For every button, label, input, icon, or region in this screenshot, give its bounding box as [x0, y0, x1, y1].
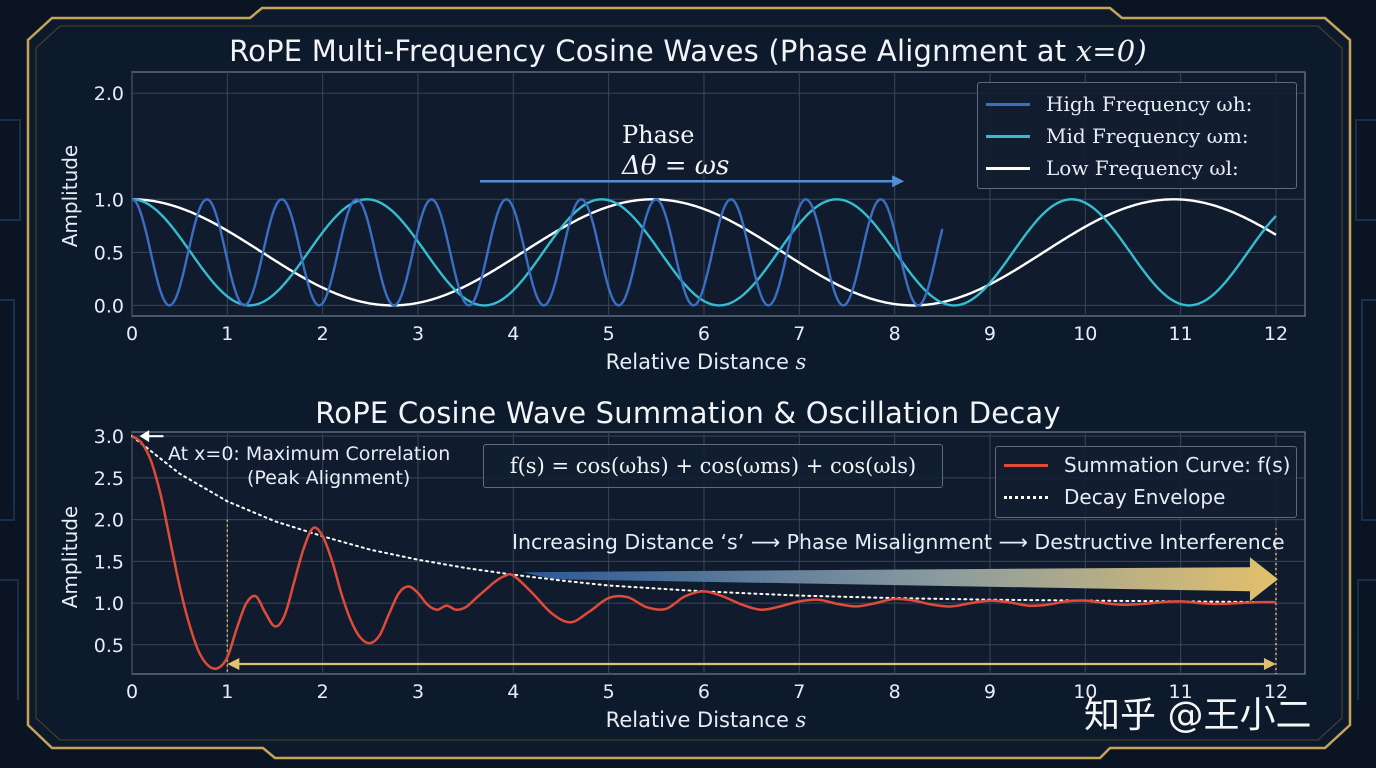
peak-note-line1: At x=0: Maximum Correlation	[168, 443, 451, 465]
top-y-tick-label: 0.0	[94, 295, 124, 317]
peak-arrow-head	[139, 430, 150, 443]
bottom-x-tick-label: 6	[698, 681, 710, 703]
phase-label: Phase	[622, 121, 695, 149]
legend-swatch-summation	[1004, 463, 1048, 467]
legend-swatch-high	[986, 102, 1030, 106]
top-x-tick-label: 3	[412, 323, 424, 345]
peak-note-line2: (Peak Alignment)	[247, 467, 411, 489]
top-series-low	[132, 198, 1277, 307]
bottom-x-axis-label: Relative Distance s	[605, 708, 807, 732]
top-chart-series	[131, 198, 1277, 307]
bottom-x-tick-label: 8	[889, 681, 901, 703]
bottom-x-tick-label: 1	[221, 681, 233, 703]
legend-label-mid: Mid Frequency ωm:	[1046, 124, 1249, 148]
range-arrow-head-right	[1263, 657, 1276, 670]
legend-swatch-envelope	[1004, 495, 1048, 499]
top-y-axis-label: Amplitude	[58, 144, 82, 248]
bottom-x-tick-label: 11	[1169, 681, 1193, 703]
top-legend: High Frequency ωh: Mid Frequency ωm: Low…	[977, 82, 1297, 189]
bottom-x-tick-label: 3	[412, 681, 424, 703]
top-y-tick-label: 1.0	[94, 189, 124, 211]
top-chart-annotation	[479, 175, 905, 188]
interference-gradient-arrow	[522, 557, 1278, 602]
watermark: 知乎 @王小二	[1084, 695, 1312, 736]
bottom-x-tick-label: 0	[126, 681, 138, 703]
legend-label-low: Low Frequency ωl:	[1046, 156, 1239, 180]
top-x-tick-label: 9	[984, 323, 996, 345]
summation-curve-line	[131, 435, 1277, 670]
top-x-tick-label: 1	[221, 323, 233, 345]
gold-frame-inner	[35, 25, 1343, 741]
top-chart-title: RoPE Multi-Frequency Cosine Waves (Phase…	[229, 34, 1147, 68]
bottom-x-tick-label: 9	[984, 681, 996, 703]
bottom-legend: Summation Curve: f(s) Decay Envelope	[995, 446, 1297, 518]
bottom-chart-title: RoPE Cosine Wave Summation & Oscillation…	[315, 396, 1061, 430]
legend-label-high: High Frequency ωh:	[1046, 92, 1253, 116]
top-x-axis-label: Relative Distance s	[605, 350, 807, 374]
bottom-y-tick-label: 2.5	[94, 468, 124, 490]
bottom-y-tick-label: 1.0	[94, 593, 124, 615]
bottom-y-tick-label: 0.5	[94, 635, 124, 657]
bottom-x-tick-label: 2	[317, 681, 329, 703]
top-x-tick-label: 7	[793, 323, 805, 345]
top-series-high	[131, 198, 944, 307]
top-x-tick-label: 10	[1073, 323, 1097, 345]
legend-label-envelope: Decay Envelope	[1064, 485, 1226, 509]
top-y-tick-label: 0.5	[94, 242, 124, 264]
legend-item-high: High Frequency ωh:	[986, 92, 1252, 116]
summation-formula: f(s) = cos(ωhs) + cos(ωms) + cos(ωls)	[483, 444, 943, 488]
bottom-x-tick-label: 10	[1073, 681, 1097, 703]
top-x-tick-label: 8	[889, 323, 901, 345]
decay-envelope-line	[131, 435, 1277, 604]
legend-swatch-low	[986, 166, 1030, 170]
bottom-chart-series	[131, 435, 1277, 670]
bottom-y-tick-label: 3.0	[94, 426, 124, 448]
legend-item-envelope: Decay Envelope	[1004, 485, 1225, 509]
bottom-x-tick-label: 4	[507, 681, 519, 703]
legend-item-mid: Mid Frequency ωm:	[986, 124, 1249, 148]
legend-swatch-mid	[986, 134, 1030, 138]
top-x-tick-label: 0	[126, 323, 138, 345]
legend-item-low: Low Frequency ωl:	[986, 156, 1239, 180]
phase-formula: Δθ = ωs	[622, 151, 730, 181]
bottom-y-tick-label: 2.0	[94, 510, 124, 532]
top-series-mid	[132, 198, 1277, 307]
right-circuit-decoration	[1355, 119, 1376, 700]
phase-arrow-head	[892, 175, 905, 188]
top-x-tick-label: 12	[1264, 323, 1288, 345]
top-x-tick-label: 6	[698, 323, 710, 345]
left-circuit-decoration	[0, 119, 21, 700]
bottom-x-tick-label: 7	[793, 681, 805, 703]
top-x-tick-label: 5	[603, 323, 615, 345]
legend-item-summation: Summation Curve: f(s)	[1004, 453, 1290, 477]
range-arrow-head-left	[227, 657, 240, 670]
legend-label-summation: Summation Curve: f(s)	[1064, 453, 1291, 477]
top-y-tick-label: 2.0	[94, 83, 124, 105]
destructive-interference-note: Increasing Distance ‘s’ ⟶ Phase Misalign…	[512, 530, 1285, 554]
bottom-x-tick-label: 5	[603, 681, 615, 703]
bottom-y-tick-label: 1.5	[94, 551, 124, 573]
top-chart-axes: 0 1 2 3 4 5 6 7 8 9 10 11 120.00.51.02.0	[94, 83, 1288, 345]
top-x-tick-label: 2	[317, 323, 329, 345]
bottom-chart-axes: 0 1 2 3 4 5 6 7 8 9 10 11 120.51.01.52.02.53.0	[94, 426, 1288, 703]
bottom-x-tick-label: 12	[1264, 681, 1288, 703]
top-x-tick-label: 4	[507, 323, 519, 345]
bottom-y-axis-label: Amplitude	[58, 505, 82, 609]
top-x-tick-label: 11	[1169, 323, 1193, 345]
bottom-chart-annotation	[139, 430, 1278, 674]
